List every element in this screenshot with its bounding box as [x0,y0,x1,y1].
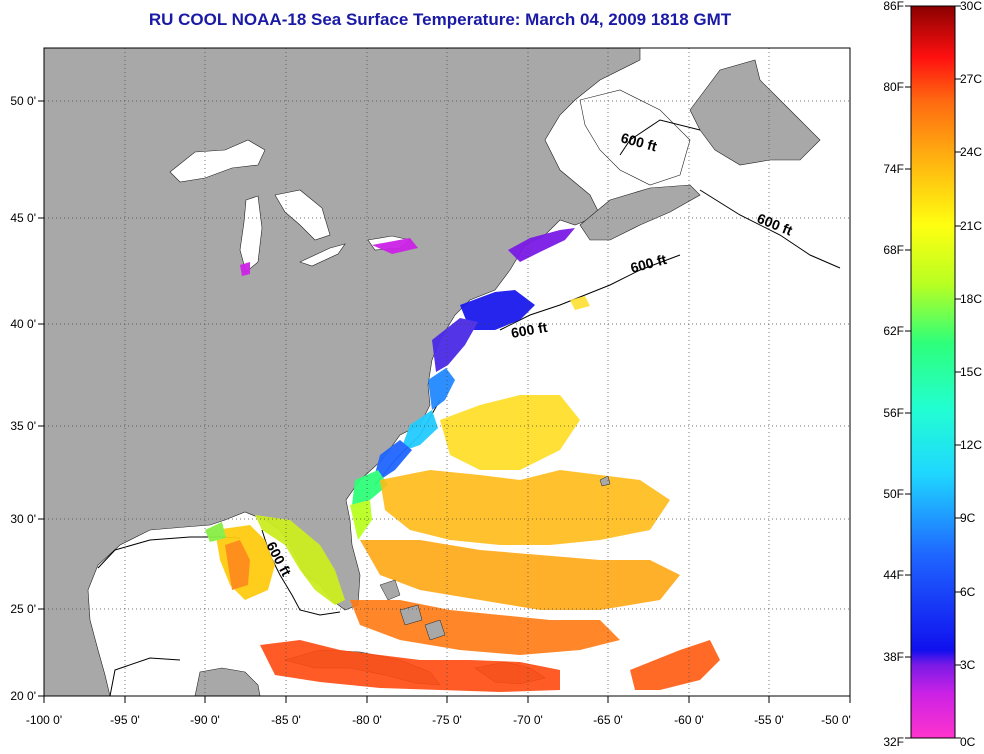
colorbar-f-label: 32F [883,735,904,749]
land-islands [379,475,611,641]
lat-tick-label: 45 0' [10,211,36,225]
lon-tick-label: -95 0' [110,713,140,727]
lat-tick-label: 50 0' [10,94,36,108]
colorbar-c-label: 3C [960,658,976,672]
colorbar-c-label: 24C [960,145,982,159]
lon-labels: -100 0' -95 0' -90 0' -85 0' -80 0' -75 … [26,713,851,727]
land-nova-scotia [579,184,701,241]
colorbar-f-label: 80F [883,80,904,94]
lat-tick-label: 30 0' [10,512,36,526]
colorbar-c-label: 15C [960,365,982,379]
colorbar-c-label: 9C [960,511,976,525]
colorbar-c-label: 12C [960,438,982,452]
colorbar-c-label: 27C [960,72,982,86]
lake-superior [169,139,266,183]
colorbar-f-label: 68F [883,243,904,257]
lat-tick-label: 35 0' [10,419,36,433]
lat-tick-label: 40 0' [10,317,36,331]
colorbar-c-label: 21C [960,219,982,233]
lon-tick-label: -85 0' [271,713,301,727]
colorbar [910,5,956,739]
colorbar-f-label: 86F [883,0,904,13]
contour-label: 600 ft [510,319,549,341]
gulf-st-lawrence [579,89,691,186]
lon-tick-label: -60 0' [674,713,704,727]
colorbar-c-label: 30C [960,0,982,13]
map-ticks [38,100,851,703]
colorbar-f-label: 38F [883,650,904,664]
lon-tick-label: -70 0' [513,713,543,727]
land-north-america [44,48,641,696]
colorbar-f-label: 44F [883,568,904,582]
lon-tick-label: -80 0' [352,713,382,727]
colorbar-f-label: 62F [883,324,904,338]
colorbar-c-label: 18C [960,292,982,306]
lon-tick-label: -75 0' [432,713,462,727]
colorbar-ticks [905,5,961,739]
graticule [44,48,850,696]
lon-tick-label: -100 0' [26,713,62,727]
colorbar-f-label: 74F [883,162,904,176]
colorbar-c-label: 0C [960,735,976,749]
lake-michigan [239,195,263,273]
lat-tick-label: 20 0' [10,689,36,703]
sst-atlantic [260,296,720,692]
colorbar-f-label: 50F [883,487,904,501]
map-title: RU COOL NOAA-18 Sea Surface Temperature:… [148,10,732,29]
lon-tick-label: -55 0' [754,713,784,727]
sst-gulf [205,515,345,605]
lon-tick-label: -90 0' [190,713,220,727]
lat-tick-label: 25 0' [10,602,36,616]
land-newfoundland [689,59,821,166]
colorbar-f-labels: 86F 80F 74F 68F 62F 56F 50F 44F 38F 32F [883,0,904,749]
lake-huron [274,189,331,241]
lon-tick-label: -50 0' [821,713,851,727]
lon-tick-label: -65 0' [593,713,623,727]
colorbar-f-label: 56F [883,406,904,420]
land-yucatan [194,667,261,696]
lat-labels: 50 0' 45 0' 40 0' 35 0' 30 0' 25 0' 20 0… [10,94,36,703]
colorbar-c-label: 6C [960,585,976,599]
lake-erie [299,243,346,267]
colorbar-c-labels: 30C 27C 24C 21C 18C 15C 12C 9C 6C 3C 0C [960,0,982,749]
sst-coastal-band [240,228,575,540]
